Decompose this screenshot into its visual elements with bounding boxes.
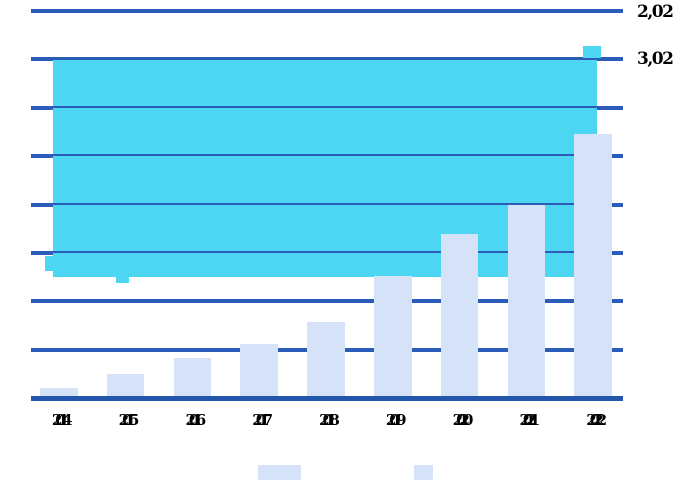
x-tick-label: 2020 [452,411,474,429]
bar-2016 [173,357,212,396]
x-tick-label: 2017 [252,411,273,429]
gridline-over-overlay [53,251,597,253]
bar-2020 [440,233,479,396]
x-tick-label: 2015 [118,411,140,429]
legend-swatch [258,465,301,480]
bar-2018 [307,322,345,396]
legend-swatch [414,465,433,480]
x-tick-label: 2021 [519,411,540,429]
x-axis-line [31,396,623,401]
x-tick-label: 2022 [586,411,607,429]
bar-2022 [574,134,612,396]
x-tick-label: 2016 [185,411,206,429]
bar-2021 [507,204,546,396]
bar-2019 [374,276,412,396]
gridline-over-overlay [53,154,597,156]
x-tick-label: 2018 [319,411,340,429]
bar-2014 [40,388,78,396]
overlay-top-right-tab [583,46,601,58]
gridline [31,9,623,13]
gridline [31,299,623,303]
gridline-over-overlay [53,58,597,60]
gridline-over-overlay [53,106,597,108]
bar-2017 [240,344,278,396]
x-tick-label: 2019 [385,411,407,429]
right-axis-label: 3,02 [637,49,674,69]
overlay-left-notch [45,256,53,271]
x-tick-label: 2014 [51,411,73,429]
right-axis-label: 2,02 [637,2,674,22]
gridline-over-overlay [53,203,597,205]
overlay-bottom-tab [116,277,129,283]
overlay-series-block [53,58,597,277]
bar-2015 [106,374,145,396]
